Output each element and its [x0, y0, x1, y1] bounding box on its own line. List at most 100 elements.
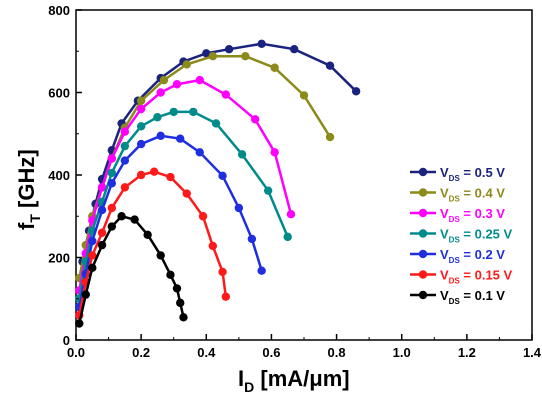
y-tick-label: 800 [48, 3, 70, 18]
data-point [153, 113, 162, 122]
legend-label-value: = 0.4 V [460, 186, 505, 201]
tick-layer: 0.0 0.2 0.4 0.6 0.8 1.0 1.2 1.4 0 200 400 600 800 [48, 3, 542, 360]
x-tick-label: 1.4 [523, 345, 542, 360]
data-point [198, 212, 208, 221]
legend-label-sub: DS [449, 236, 461, 245]
data-point [224, 44, 234, 54]
legend-marker [418, 229, 428, 238]
x-tick-label: 0.4 [197, 345, 216, 360]
data-point [176, 298, 185, 308]
legend-label-value: = 0.5 V [460, 165, 505, 180]
legend-item: VDS = 0.4 V [410, 186, 505, 204]
data-point [172, 284, 182, 293]
x-axis-title-main: I [238, 366, 244, 391]
legend-label-sub: DS [449, 195, 461, 204]
x-tick-label: 0.6 [262, 345, 280, 360]
legend-label-main: V [440, 206, 449, 221]
x-axis-title-unit: [mA/μm] [254, 366, 349, 391]
legend-item: VDS = 0.25 V [410, 227, 513, 245]
y-tick-label: 200 [48, 251, 70, 266]
x-tick-label: 0.2 [132, 345, 150, 360]
data-point [182, 60, 191, 69]
legend-label: VDS = 0.2 V [440, 247, 505, 265]
data-point [120, 127, 130, 136]
series-line [78, 42, 357, 308]
data-point [182, 189, 191, 198]
data-point [136, 170, 146, 180]
legend-label-sub: DS [449, 215, 461, 224]
data-point [97, 228, 107, 237]
data-point [107, 222, 117, 231]
data-point [130, 215, 139, 224]
data-point [169, 107, 178, 117]
data-point [107, 168, 117, 178]
data-point [189, 107, 198, 117]
legend-label-sub: DS [449, 174, 461, 183]
series-layer [75, 39, 361, 328]
x-axis-title: ID [mA/μm] [238, 366, 350, 395]
data-point [143, 230, 152, 240]
data-point [88, 251, 97, 260]
data-point [283, 232, 292, 242]
legend-item: VDS = 0.5 V [410, 165, 505, 183]
data-point [208, 52, 217, 61]
legend-label-sub: DS [449, 256, 461, 265]
data-point [107, 179, 117, 188]
data-point [290, 44, 299, 54]
legend-item: VDS = 0.2 V [410, 247, 505, 265]
legend-marker [418, 208, 428, 218]
y-tick-label: 400 [48, 168, 70, 183]
data-point [221, 90, 231, 99]
x-axis-title-sub: D [244, 379, 254, 395]
data-point [237, 150, 247, 159]
data-point [218, 267, 227, 277]
data-point [325, 132, 335, 142]
data-point [136, 139, 146, 149]
data-point [159, 75, 169, 85]
data-point [97, 205, 107, 215]
legend-label: VDS = 0.5 V [440, 165, 505, 183]
legend-label: VDS = 0.25 V [440, 227, 513, 245]
data-point [166, 270, 175, 280]
data-point [172, 80, 182, 89]
data-point [136, 122, 146, 131]
legend-label-main: V [440, 268, 449, 283]
data-point [211, 119, 221, 128]
data-point [88, 236, 97, 246]
data-point [136, 96, 146, 105]
series-6 [75, 212, 188, 328]
legend-item: VDS = 0.3 V [410, 206, 505, 224]
data-point [351, 87, 361, 96]
y-axis-title-main: f [14, 222, 39, 230]
data-point [156, 251, 165, 260]
data-point [270, 148, 279, 157]
legend-label: VDS = 0.4 V [440, 186, 505, 204]
legend-label-value: = 0.25 V [460, 227, 513, 242]
data-point [270, 63, 279, 72]
data-point [218, 171, 227, 181]
data-point [136, 104, 146, 114]
legend-label-value: = 0.3 V [460, 206, 505, 221]
y-tick-label: 0 [63, 333, 70, 348]
legend-marker [418, 167, 428, 177]
data-point [241, 52, 250, 61]
legend-item: VDS = 0.15 V [410, 268, 513, 286]
data-point [195, 148, 204, 157]
legend-marker [418, 290, 428, 300]
data-point [107, 154, 117, 163]
y-axis-title: fT [GHz] [14, 149, 43, 230]
data-point [263, 186, 273, 195]
legend-marker [418, 249, 428, 259]
data-point [299, 91, 309, 100]
series-0 [75, 39, 361, 312]
data-point [247, 234, 257, 244]
legend-label: VDS = 0.15 V [440, 268, 513, 286]
data-point [202, 49, 211, 58]
series-line [78, 134, 263, 308]
data-point [257, 266, 266, 275]
data-point [286, 209, 296, 219]
legend-label-value: = 0.15 V [460, 268, 513, 283]
legend-label-main: V [440, 186, 449, 201]
